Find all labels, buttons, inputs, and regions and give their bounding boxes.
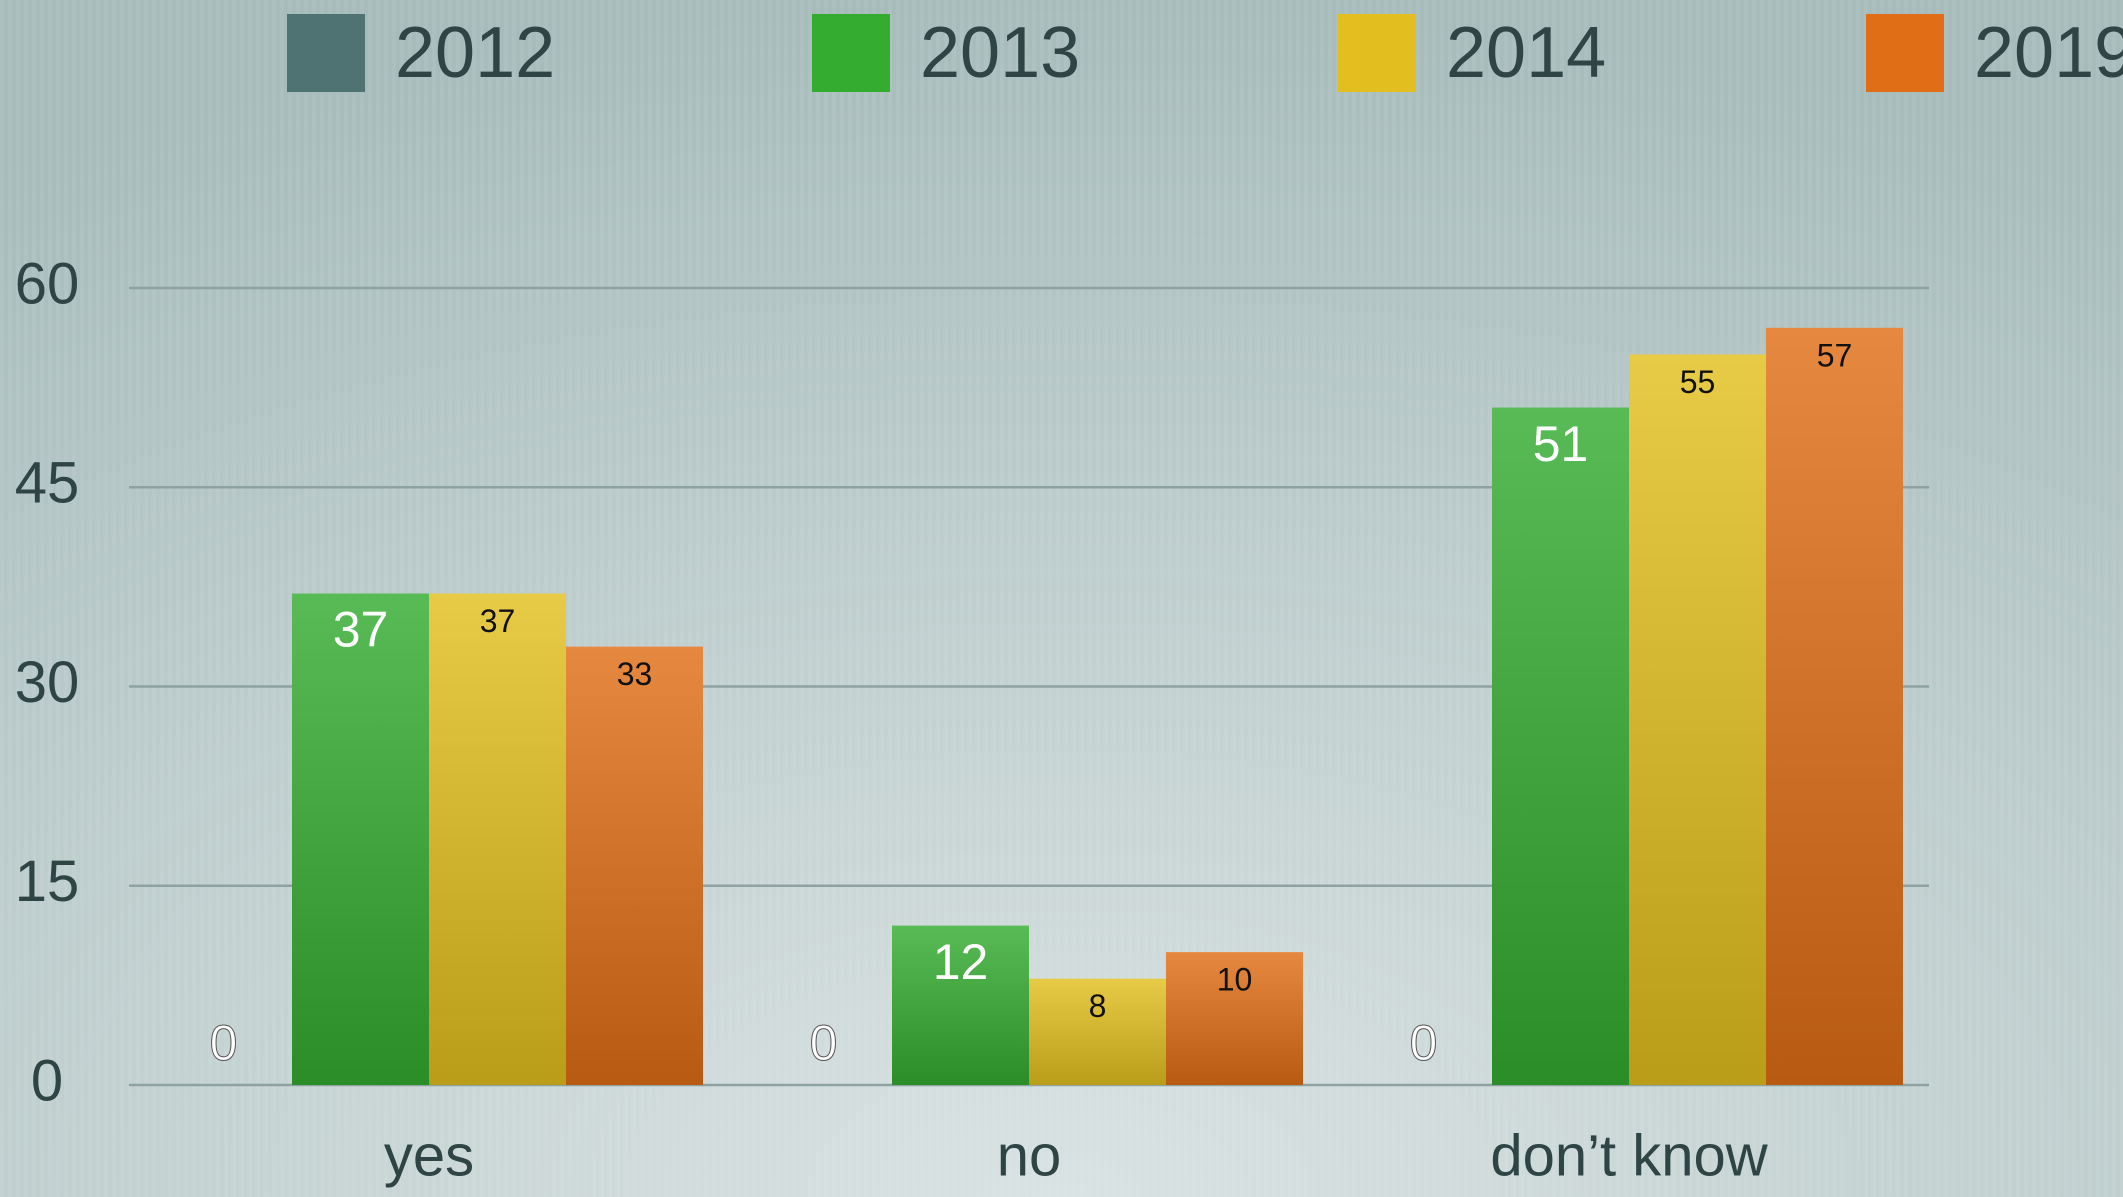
legend-swatch — [1338, 14, 1416, 92]
value-label: 55 — [1680, 364, 1716, 400]
bar-shade — [1166, 952, 1303, 1085]
bar-shade — [566, 646, 703, 1085]
x-tick-label: yes — [384, 1123, 474, 1188]
value-label: 8 — [1089, 988, 1107, 1024]
bar-shade — [429, 593, 566, 1085]
value-label: 0 — [210, 1015, 238, 1071]
value-label: 33 — [617, 656, 653, 692]
legend-label: 2014 — [1446, 13, 1606, 93]
value-label: 0 — [1410, 1015, 1438, 1071]
bar-shade — [892, 925, 1029, 1085]
x-tick-label: no — [997, 1123, 1062, 1188]
bar-shade — [292, 593, 429, 1085]
y-tick-label: 30 — [15, 650, 80, 715]
value-label: 12 — [933, 934, 989, 990]
y-tick-label: 15 — [15, 849, 80, 914]
legend-swatch — [812, 14, 890, 92]
y-tick-label: 60 — [15, 251, 80, 316]
legend-label: 2019 — [1974, 13, 2123, 93]
value-label: 51 — [1533, 416, 1589, 472]
value-label: 10 — [1217, 962, 1253, 998]
value-label: 37 — [480, 603, 516, 639]
bar-shade — [1029, 978, 1166, 1085]
value-label: 0 — [810, 1015, 838, 1071]
legend-swatch — [287, 14, 365, 92]
bar-shade — [1492, 407, 1629, 1085]
value-label: 37 — [333, 602, 389, 658]
legend-label: 2013 — [920, 13, 1080, 93]
bar-shade — [1629, 354, 1766, 1086]
value-label: 57 — [1817, 337, 1853, 373]
bar-shade — [1766, 327, 1903, 1086]
y-tick-label: 0 — [31, 1048, 63, 1113]
y-tick-label: 45 — [15, 451, 80, 516]
x-tick-label: don’t know — [1490, 1123, 1768, 1188]
legend-label: 2012 — [395, 13, 555, 93]
legend-swatch — [1866, 14, 1944, 92]
